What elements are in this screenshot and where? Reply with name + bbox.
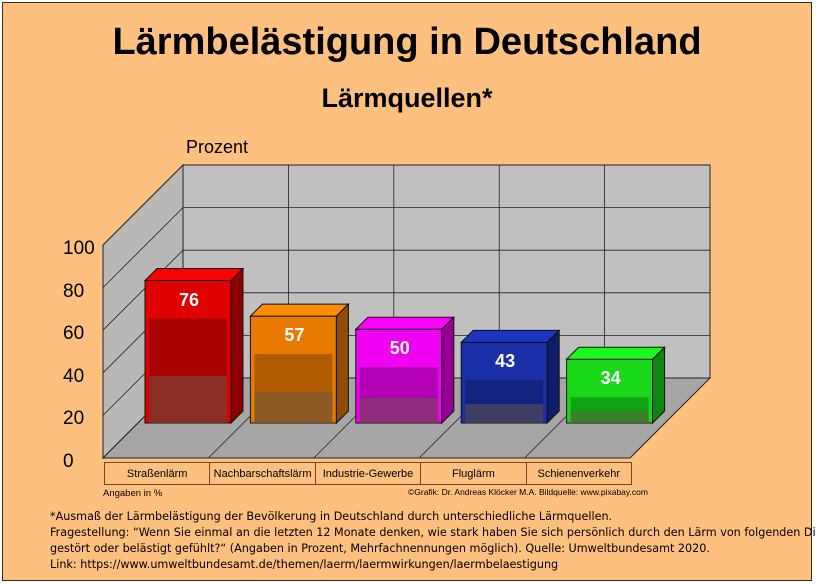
bar-value-label: 76 [178,289,200,310]
y-tick-label: 100 [63,238,95,259]
bar [354,316,456,425]
airplane-photo [465,380,544,423]
road-workers-photo [149,318,227,423]
gridline [418,165,500,459]
bar-side [441,316,455,425]
bar-top [354,316,456,330]
y-tick-label: 40 [63,366,85,387]
chart-subtitle: Lärmquellen* [321,83,493,113]
floor [101,377,712,459]
bar-top [565,346,666,360]
train-photo [570,397,649,423]
category-label: Fluglärm [420,462,527,485]
footnote-line: Fragestellung: “Wenn Sie einmal an die l… [50,526,816,539]
photo-backdrop [359,367,438,423]
units-note: Angaben in % [103,488,163,499]
photo-ground [570,411,649,423]
y-axis-unit-label: Prozent [186,137,249,157]
photo-ground [465,403,544,423]
photo-ground [359,397,438,423]
side-wall [102,163,184,460]
chart-title: Lärmbelästigung in Deutschland [112,21,702,63]
industrial-plant-photo [359,367,438,423]
photo-backdrop [149,318,227,423]
photo-ground [149,375,227,423]
category-label: Straßenlärm [104,462,211,485]
gridline [313,165,395,459]
y-tick-label: 80 [63,281,85,302]
bar-top [249,303,350,317]
gridline [524,165,605,459]
photo-backdrop [570,397,649,423]
bar-top [143,268,245,282]
bar-side [652,346,666,425]
footnote-line: *Ausmaß der Lärmbelästigung der Bevölker… [50,510,613,523]
y-tick-label: 60 [63,323,85,344]
category-label: Schienenverkehr [525,462,632,485]
bar-side [546,329,560,425]
gridline [208,165,289,459]
photo-ground [254,392,333,423]
category-label: Industrie-Gewerbe [314,462,422,485]
bar [459,329,561,425]
footnote-line: gestört oder belästigt gefühlt?“ (Angabe… [50,542,710,555]
bar-value-label: 57 [284,325,305,346]
photo-backdrop [254,354,333,423]
photo-backdrop [465,380,544,423]
bar-value-label: 43 [495,351,516,372]
old-town-street-photo [254,354,333,423]
category-label: Nachbarschaftslärm [209,462,316,485]
footnote: *Ausmaß der Lärmbelästigung der Bevölker… [50,509,816,573]
bar-value-label: 34 [600,368,621,389]
bar-side [230,267,244,425]
credit-note: ©Grafik: Dr. Andreas Klöcker M.A. Bildqu… [408,487,648,497]
y-tick-label: 0 [63,451,74,472]
gridline [102,207,710,288]
y-tick-label: 20 [63,408,85,429]
footnote-link: Link: https://www.umweltbundesamt.de/the… [50,558,559,571]
bar-top [459,329,561,343]
bar-side [335,302,349,425]
bar-value-label: 50 [389,338,410,359]
bar [249,302,350,425]
